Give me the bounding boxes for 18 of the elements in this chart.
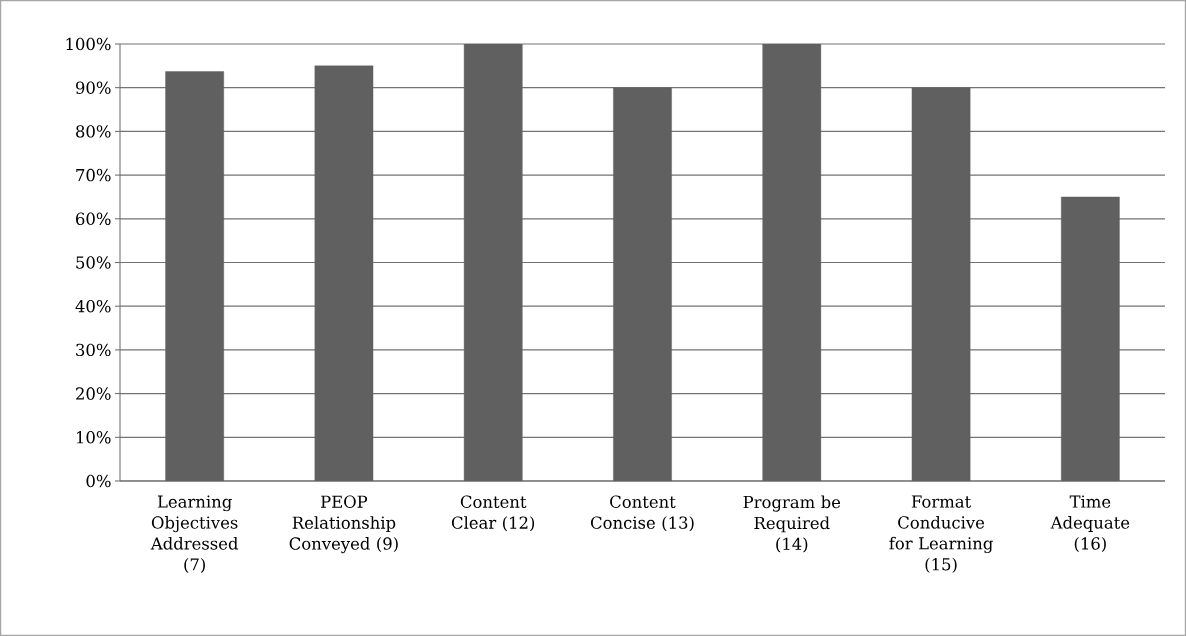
x-tick-label: Learning Objectives Addressed (7) [150, 495, 238, 573]
y-tick-label: 20% [76, 387, 111, 400]
y-tick-label: 60% [76, 212, 111, 225]
y-tick-label: 80% [76, 125, 111, 138]
y-tick-label: 40% [75, 299, 111, 313]
y-tick-label: 50% [76, 256, 111, 269]
x-tick-label: Time Adequate (16) [1050, 495, 1130, 552]
y-tick-label: 100% [66, 37, 111, 51]
y-tick-label: 0% [86, 474, 111, 488]
y-tick-label: 30% [76, 343, 111, 357]
y-tick-label: 90% [75, 81, 111, 94]
x-tick-label: PEOP Relationship Conveyed (9) [289, 495, 398, 554]
y-tick-label: 10% [76, 431, 111, 444]
y-tick-label: 70% [76, 168, 111, 182]
x-tick-label: Format Conducive for Learning (15) [889, 495, 993, 573]
x-tick-label: Content Clear (12) [451, 495, 535, 532]
x-tick-label: Content Concise (13) [590, 495, 694, 532]
x-tick-label: Program be Required (14) [743, 495, 841, 553]
